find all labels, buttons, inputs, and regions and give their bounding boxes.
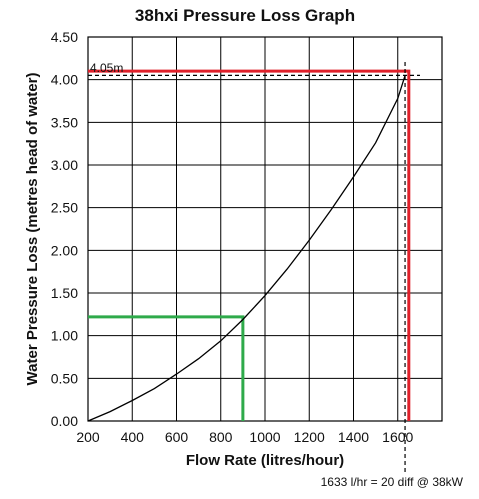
x-tick-label: 800 (209, 429, 233, 445)
y-tick-label: 1.00 (51, 328, 78, 344)
y-tick-label: 4.00 (51, 72, 78, 88)
red-reference-line (88, 69, 411, 421)
x-tick-label: 400 (121, 429, 145, 445)
x-tick-labels: 200 400 600 800 1000 1200 1400 1600 (76, 429, 413, 445)
x-tick-label: 1000 (249, 429, 280, 445)
y-tick-label: 2.50 (51, 200, 78, 216)
x-tick-label: 1600 (382, 429, 413, 445)
y-tick-label: 2.00 (51, 242, 78, 258)
x-tick-label: 600 (165, 429, 189, 445)
x-axis-title: Flow Rate (litres/hour) (186, 452, 344, 469)
green-reference-line (88, 315, 245, 421)
x-tick-label: 200 (76, 429, 100, 445)
plot-frame (87, 36, 443, 422)
y-tick-label: 0.50 (51, 370, 78, 386)
reference-lines (88, 62, 420, 475)
y-tick-labels: 0.00 0.50 1.00 1.50 2.00 2.50 3.00 3.50 4.00 4.50 (51, 29, 78, 429)
y-tick-label: 3.00 (51, 157, 78, 173)
pressure-loss-curve (87, 75, 406, 422)
series-layer (87, 75, 406, 422)
x-marker-label: 1633 l/hr = 20 diff @ 38kW (321, 475, 464, 489)
y-marker-label: 4.05m (90, 61, 123, 75)
y-tick-label: 1.50 (51, 285, 78, 301)
grid (87, 36, 443, 422)
y-tick-label: 0.00 (51, 413, 78, 429)
y-tick-label: 4.50 (51, 29, 78, 45)
chart-title: 38hxi Pressure Loss Graph (135, 6, 355, 25)
y-axis-title: Water Pressure Loss (metres head of wate… (24, 73, 41, 386)
x-tick-label: 1200 (294, 429, 325, 445)
x-tick-label: 1400 (338, 429, 369, 445)
y-tick-label: 3.50 (51, 114, 78, 130)
